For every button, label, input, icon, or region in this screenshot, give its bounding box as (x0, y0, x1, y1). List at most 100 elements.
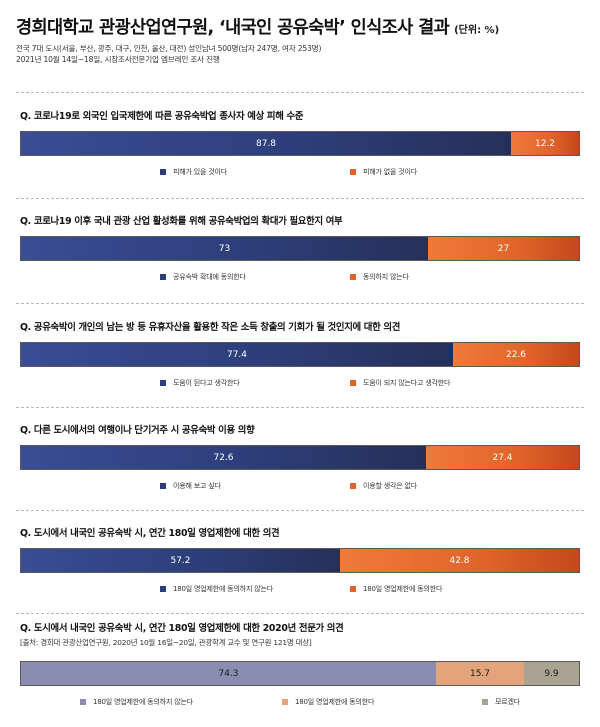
bar-segment: 72.6 (21, 446, 426, 469)
divider (16, 613, 584, 614)
legend-label: 이용해 보고 싶다 (173, 482, 221, 490)
data-label: 22.6 (505, 349, 527, 360)
divider (16, 198, 584, 199)
legend-item: 180일 영업제한에 동의하지 않는다 (80, 697, 193, 707)
legend-item: 180일 영업제한에 동의한다 (282, 697, 374, 707)
data-label: 87.8 (255, 138, 277, 149)
question-title: Q. 공유숙박이 개인의 남는 방 등 유휴자산을 활용한 작은 소득 창출의 … (20, 322, 401, 333)
survey-sample: 전국 7대 도시(서울, 부산, 광주, 대구, 인천, 울산, 대전) 성인남… (16, 44, 322, 53)
legend-item: 이용해 보고 싶다 (160, 481, 221, 491)
unit-label: (단위: %) (454, 25, 500, 36)
stacked-bar: 73 27 (20, 236, 580, 261)
legend-swatch (350, 483, 356, 489)
divider (16, 303, 584, 304)
legend: 180일 영업제한에 동의하지 않는다 180일 영업제한에 동의한다 (20, 584, 580, 596)
bar-segment: 15.7 (436, 662, 524, 685)
legend-label: 180일 영업제한에 동의한다 (295, 698, 375, 706)
legend-label: 180일 영업제한에 동의한다 (363, 585, 443, 593)
legend: 공유숙박 확대에 동의한다 동의하지 않는다 (20, 272, 580, 284)
stacked-bar: 57.2 42.8 (20, 548, 580, 573)
legend-item: 도움이 된다고 생각한다 (160, 378, 240, 388)
legend-swatch (282, 699, 288, 705)
question-block: Q. 코로나19 이후 국내 관광 산업 활성화를 위해 공유숙박업의 확대가 … (20, 213, 580, 281)
legend: 이용해 보고 싶다 이용할 생각은 없다 (20, 481, 580, 493)
divider (16, 92, 584, 93)
legend-label: 도움이 되지 않는다고 생각한다 (363, 379, 451, 387)
legend-label: 피해가 있을 것이다 (173, 168, 227, 176)
survey-period: 2021년 10월 14일~18일, 시장조사전문기업 엠브레인 조사 진행 (16, 55, 220, 64)
legend-label: 모르겠다 (495, 698, 520, 706)
question-block: Q. 도시에서 내국인 공유숙박 시, 연간 180일 영업제한에 대한 의견 … (20, 525, 580, 593)
legend-item: 동의하지 않는다 (350, 272, 409, 282)
data-label: 27.4 (492, 452, 513, 463)
question-title: Q. 도시에서 내국인 공유숙박 시, 연간 180일 영업제한에 대한 의견 (20, 528, 280, 539)
data-label: 72.6 (213, 452, 234, 463)
data-label: 57.2 (170, 555, 191, 566)
legend-swatch (160, 274, 166, 280)
legend-swatch (350, 586, 356, 592)
divider (16, 407, 584, 408)
legend-swatch (350, 169, 356, 175)
legend-item: 공유숙박 확대에 동의한다 (160, 272, 246, 282)
question-title: Q. 코로나19 이후 국내 관광 산업 활성화를 위해 공유숙박업의 확대가 … (20, 216, 343, 227)
legend-item: 모르겠다 (482, 697, 520, 707)
bar-segment: 74.3 (21, 662, 436, 685)
bar-segment: 57.2 (21, 549, 340, 572)
legend-label: 180일 영업제한에 동의하지 않는다 (173, 585, 273, 593)
legend-label: 180일 영업제한에 동의하지 않는다 (93, 698, 193, 706)
legend: 도움이 된다고 생각한다 도움이 되지 않는다고 생각한다 (20, 378, 580, 390)
stacked-bar: 87.8 12.2 (20, 131, 580, 156)
question-block: Q. 공유숙박이 개인의 남는 방 등 유휴자산을 활용한 작은 소득 창출의 … (20, 319, 580, 387)
data-label: 27 (497, 243, 510, 254)
question-title: Q. 다른 도시에서의 여행이나 단기거주 시 공유숙박 이용 의향 (20, 425, 255, 436)
legend-item: 도움이 되지 않는다고 생각한다 (350, 378, 450, 388)
legend-label: 이용할 생각은 없다 (363, 482, 417, 490)
legend-item: 180일 영업제한에 동의한다 (350, 584, 442, 594)
legend-swatch (80, 699, 86, 705)
bar-segment: 9.9 (524, 662, 579, 685)
legend-swatch (160, 586, 166, 592)
legend-item: 이용할 생각은 없다 (350, 481, 417, 491)
legend-item: 180일 영업제한에 동의하지 않는다 (160, 584, 273, 594)
legend-swatch (160, 380, 166, 386)
stacked-bar: 74.3 15.7 9.9 (20, 661, 580, 686)
bar-segment: 27 (428, 237, 579, 260)
legend-swatch (160, 483, 166, 489)
legend-label: 공유숙박 확대에 동의한다 (173, 273, 246, 281)
data-label: 73 (218, 243, 231, 254)
divider (16, 510, 584, 511)
legend: 피해가 있을 것이다 피해가 없을 것이다 (20, 167, 580, 179)
source-note: [출처: 경희대 관광산업연구원, 2020년 10월 16일~20일, 관광학… (20, 638, 312, 647)
legend-swatch (160, 169, 166, 175)
survey-info: 전국 7대 도시(서울, 부산, 광주, 대구, 인천, 울산, 대전) 성인남… (16, 43, 586, 65)
data-label: 9.9 (544, 668, 559, 679)
data-label: 42.8 (449, 555, 470, 566)
bar-segment: 12.2 (511, 132, 579, 155)
question-title: Q. 코로나19로 외국인 입국제한에 따른 공유숙박업 종사자 예상 피해 수… (20, 111, 304, 122)
legend-swatch (350, 274, 356, 280)
bar-segment: 42.8 (340, 549, 579, 572)
legend-label: 피해가 없을 것이다 (363, 168, 417, 176)
data-label: 12.2 (534, 138, 556, 149)
bar-segment: 73 (21, 237, 428, 260)
legend-item: 피해가 없을 것이다 (350, 167, 417, 177)
legend-swatch (350, 380, 356, 386)
legend-label: 동의하지 않는다 (363, 273, 409, 281)
legend: 180일 영업제한에 동의하지 않는다 180일 영업제한에 동의한다 모르겠다 (20, 697, 580, 709)
legend-swatch (482, 699, 488, 705)
stacked-bar: 77.4 22.6 (20, 342, 580, 367)
data-label: 77.4 (226, 349, 248, 360)
bar-segment: 77.4 (21, 343, 453, 366)
legend-item: 피해가 있을 것이다 (160, 167, 227, 177)
question-title: Q. 도시에서 내국인 공유숙박 시, 연간 180일 영업제한에 대한 202… (20, 623, 344, 634)
stacked-bar: 72.6 27.4 (20, 445, 580, 470)
page-title: 경희대학교 관광산업연구원, ‘내국인 공유숙박’ 인식조사 결과 (16, 18, 450, 38)
question-block: Q. 도시에서 내국인 공유숙박 시, 연간 180일 영업제한에 대한 202… (20, 620, 580, 706)
legend-label: 도움이 된다고 생각한다 (173, 379, 240, 387)
title-row: 경희대학교 관광산업연구원, ‘내국인 공유숙박’ 인식조사 결과 (단위: %… (16, 14, 586, 39)
question-block: Q. 코로나19로 외국인 입국제한에 따른 공유숙박업 종사자 예상 피해 수… (20, 108, 580, 176)
bar-segment: 27.4 (426, 446, 579, 469)
bar-segment: 22.6 (453, 343, 579, 366)
question-block: Q. 다른 도시에서의 여행이나 단기거주 시 공유숙박 이용 의향 72.6 2… (20, 422, 580, 490)
data-label: 15.7 (469, 668, 491, 679)
